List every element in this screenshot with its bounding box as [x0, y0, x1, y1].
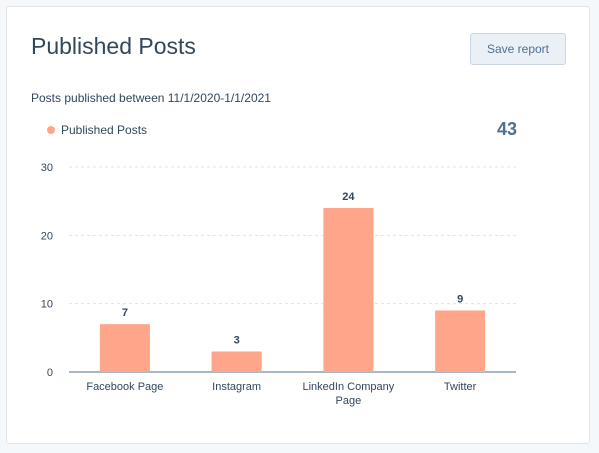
y-tick-label: 30 [41, 162, 53, 174]
x-category-label: Facebook Page [86, 381, 163, 393]
bar-chart: 0 10 20 30 7 Facebook Page 3 Instagram 24 LinkedI… [41, 162, 516, 407]
legend-swatch [47, 126, 55, 134]
bar-data-label: 9 [457, 294, 463, 306]
legend-series-label: Published Posts [61, 123, 148, 137]
bar-data-label: 3 [234, 335, 240, 347]
y-tick-label: 10 [41, 299, 53, 311]
x-category-label: LinkedIn Company [303, 381, 395, 393]
x-category-label: Page [336, 395, 362, 407]
bar-data-label: 24 [342, 191, 355, 203]
report-date-range: Posts published between 11/1/2020-1/1/20… [31, 91, 271, 105]
y-tick-label: 20 [41, 230, 53, 242]
report-card: Published Posts Save report Posts publis… [6, 6, 590, 444]
bar [323, 208, 374, 372]
bar-data-label: 7 [122, 307, 128, 319]
x-category-label: Instagram [212, 381, 261, 393]
bar [211, 351, 262, 372]
report-title: Published Posts [31, 33, 196, 59]
y-tick-label: 0 [47, 367, 53, 379]
x-category-label: Twitter [444, 381, 477, 393]
bar [99, 324, 150, 372]
bar [435, 310, 486, 372]
total-count: 43 [496, 119, 517, 139]
chart-legend: Published Posts [47, 123, 147, 137]
save-report-button[interactable]: Save report [470, 33, 566, 65]
